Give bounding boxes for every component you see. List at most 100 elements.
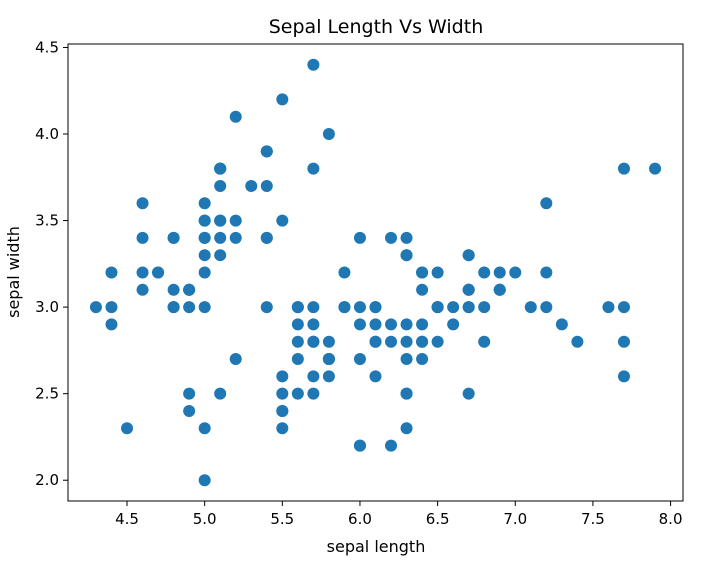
x-tick-label: 7.0 [503, 510, 527, 528]
x-axis-ticks: 4.5 5.0 5.5 6.0 6.5 7.0 7.5 8.0 [115, 501, 683, 528]
data-point [369, 370, 382, 383]
data-point [245, 179, 258, 192]
data-point [416, 353, 429, 366]
data-point [105, 266, 118, 279]
data-point [229, 214, 242, 227]
data-point [400, 387, 413, 400]
data-point [617, 162, 630, 175]
data-point [183, 301, 196, 314]
data-point [260, 179, 273, 192]
data-point [462, 387, 475, 400]
data-point [214, 249, 227, 262]
data-point [649, 162, 662, 175]
data-point [416, 266, 429, 279]
data-point [400, 422, 413, 435]
data-point [385, 439, 398, 452]
data-point [307, 387, 320, 400]
data-point [198, 249, 211, 262]
data-point [416, 318, 429, 331]
data-point [214, 214, 227, 227]
data-point [478, 266, 491, 279]
x-axis-label: sepal length [327, 537, 426, 556]
data-point [540, 197, 553, 210]
y-tick-label: 4.0 [35, 125, 59, 143]
data-point [431, 335, 444, 348]
data-point [136, 283, 149, 296]
data-point [183, 283, 196, 296]
data-point [198, 231, 211, 244]
data-point [136, 197, 149, 210]
data-point [260, 301, 273, 314]
data-point [307, 335, 320, 348]
data-point [400, 353, 413, 366]
data-point [214, 387, 227, 400]
data-point [338, 266, 351, 279]
data-point [167, 283, 180, 296]
data-point [276, 404, 289, 417]
data-point [385, 231, 398, 244]
data-point [198, 474, 211, 487]
data-point [291, 318, 304, 331]
data-point [276, 422, 289, 435]
data-point [493, 283, 506, 296]
data-point [89, 301, 102, 314]
data-point [431, 301, 444, 314]
data-point [602, 301, 615, 314]
data-point [260, 145, 273, 158]
data-point [307, 301, 320, 314]
data-point [431, 266, 444, 279]
data-point [229, 110, 242, 123]
data-point [369, 301, 382, 314]
data-point [322, 353, 335, 366]
data-point [478, 335, 491, 348]
data-point [276, 370, 289, 383]
data-point [385, 318, 398, 331]
data-point [136, 266, 149, 279]
data-point [400, 249, 413, 262]
data-point [291, 301, 304, 314]
data-point [307, 58, 320, 71]
data-point [198, 422, 211, 435]
data-point [478, 301, 491, 314]
data-point [152, 266, 165, 279]
data-point [322, 370, 335, 383]
data-point [540, 266, 553, 279]
data-point [260, 231, 273, 244]
data-point [462, 283, 475, 296]
data-point [400, 318, 413, 331]
data-points [89, 58, 662, 487]
data-point [307, 370, 320, 383]
data-point [416, 283, 429, 296]
data-point [167, 301, 180, 314]
data-point [571, 335, 584, 348]
x-tick-label: 7.5 [581, 510, 605, 528]
y-axis-label: sepal width [4, 226, 23, 318]
data-point [385, 335, 398, 348]
x-tick-label: 5.5 [270, 510, 294, 528]
data-point [462, 301, 475, 314]
data-point [307, 318, 320, 331]
data-point [229, 353, 242, 366]
data-point [183, 404, 196, 417]
y-tick-label: 4.5 [35, 38, 59, 56]
data-point [291, 335, 304, 348]
chart-title: Sepal Length Vs Width [269, 16, 483, 38]
x-tick-label: 5.0 [193, 510, 217, 528]
data-point [105, 301, 118, 314]
data-point [229, 231, 242, 244]
data-point [276, 214, 289, 227]
data-point [214, 179, 227, 192]
data-point [617, 335, 630, 348]
data-point [416, 335, 429, 348]
data-point [322, 335, 335, 348]
data-point [291, 387, 304, 400]
data-point [400, 231, 413, 244]
x-tick-label: 4.5 [115, 510, 139, 528]
data-point [493, 266, 506, 279]
data-point [447, 318, 460, 331]
data-point [198, 301, 211, 314]
x-tick-label: 6.5 [426, 510, 450, 528]
data-point [400, 335, 413, 348]
data-point [540, 301, 553, 314]
